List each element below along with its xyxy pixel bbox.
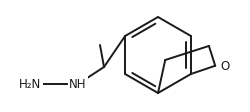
Text: H₂N: H₂N <box>19 78 41 91</box>
Text: O: O <box>220 60 230 73</box>
Text: NH: NH <box>69 78 87 91</box>
